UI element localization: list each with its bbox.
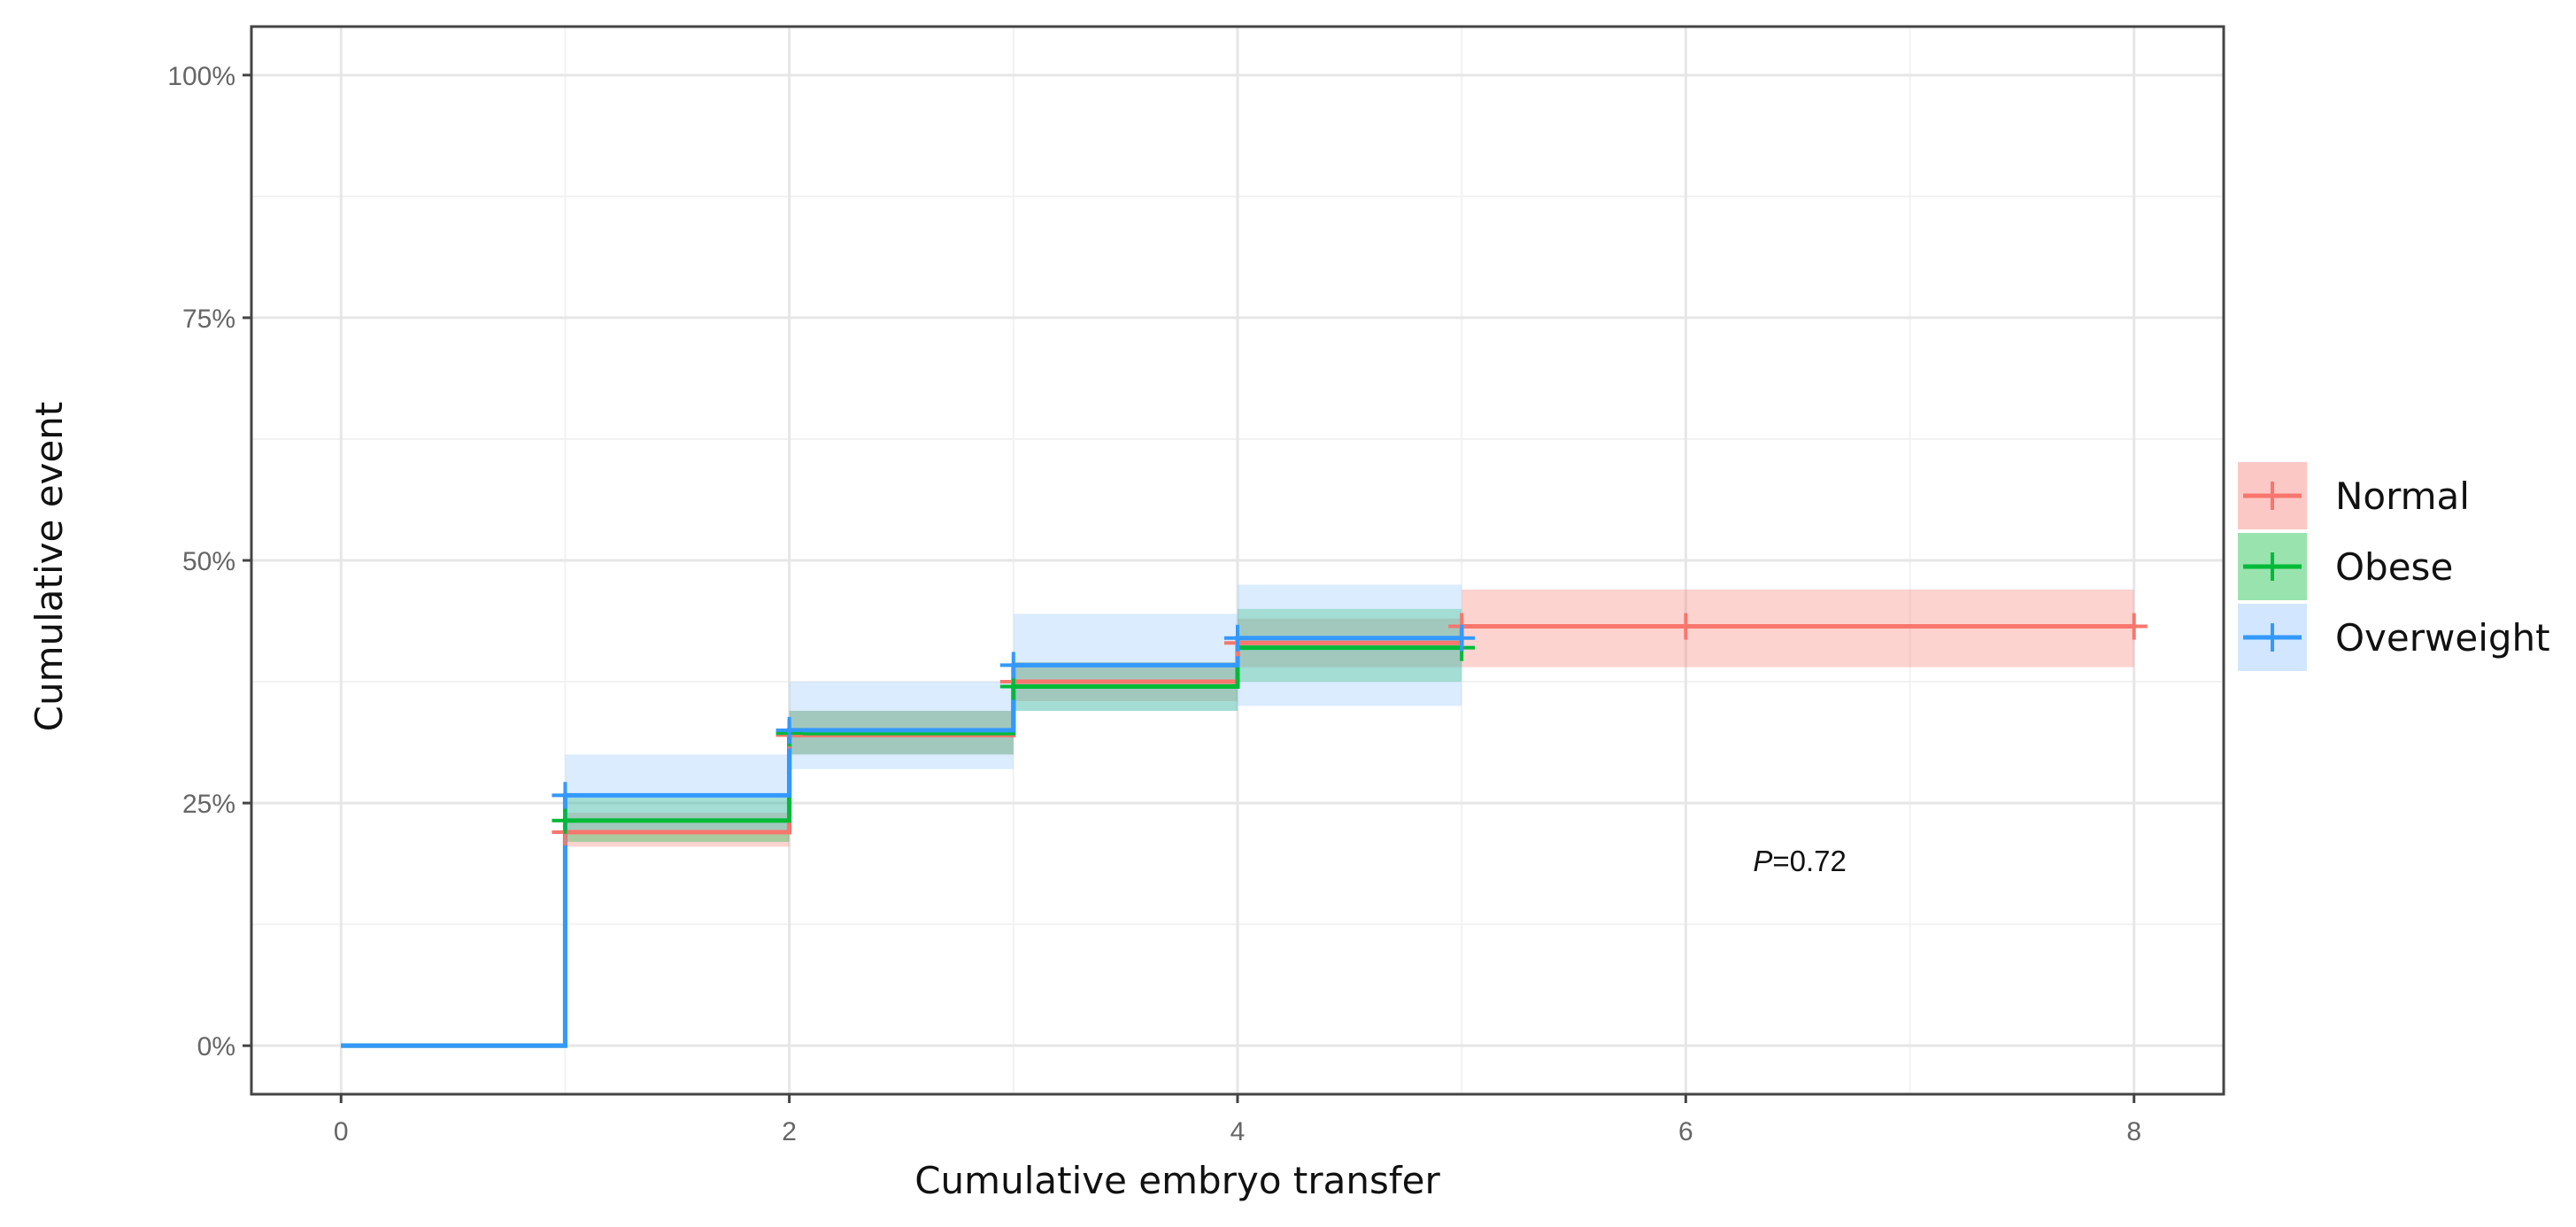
y-tick-label: 0% [197,1032,235,1061]
x-axis-label: Cumulative embryo transfer [914,1159,1440,1202]
ci-band-overweight [1013,614,1238,711]
y-tick-label: 100% [167,62,235,91]
ci-band-overweight [789,682,1014,769]
censor-mark-normal [2120,613,2148,640]
x-tick-label: 0 [334,1117,349,1146]
censor-mark-obese [551,806,579,834]
censor-mark-overweight [775,716,803,744]
x-tick-label: 6 [1678,1117,1693,1146]
legend: Normal Obese Overweight [2238,462,2550,671]
x-tick-label: 2 [782,1117,797,1146]
censor-mark-overweight [551,782,579,809]
legend-item-normal: Normal [2238,462,2470,529]
legend-item-overweight: Overweight [2238,604,2550,671]
ci-band-obese [1238,608,1462,683]
gridlines [251,27,2224,1094]
y-tick-label: 50% [182,547,235,576]
censor-mark-overweight [1448,624,1476,652]
censor-mark-overweight [999,652,1027,679]
y-axis-label: Cumulative event [27,402,71,732]
y-tick-label: 75% [182,305,235,334]
censor-mark-normal [1672,613,1700,640]
p-value-italic: P [1753,845,1772,877]
axes: 0 2 4 6 8 0% 25% 50% 75% 100% [167,62,2141,1146]
censor-marks [551,613,2148,845]
x-tick-label: 4 [1230,1117,1246,1146]
censor-mark-overweight [1224,624,1251,652]
legend-label-normal: Normal [2335,475,2470,518]
x-tick-label: 8 [2126,1117,2141,1146]
p-value-number: =0.72 [1772,845,1847,877]
ci-band-overweight [1238,584,1462,706]
legend-label-obese: Obese [2335,545,2453,589]
legend-item-obese: Obese [2238,533,2453,600]
legend-label-overweight: Overweight [2335,616,2550,660]
p-value-annotation: P=0.72 [1753,845,1847,877]
y-tick-label: 25% [182,790,235,819]
